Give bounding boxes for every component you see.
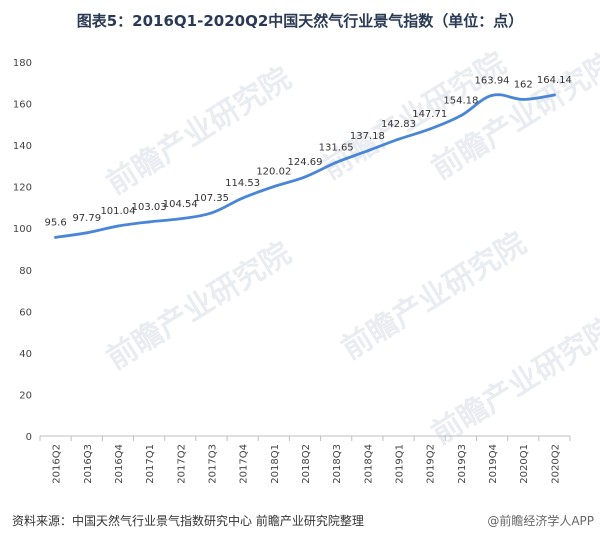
data-label: 104.54 bbox=[163, 199, 198, 210]
brand-watermark: @前瞻经济学人APP bbox=[487, 514, 594, 528]
x-tick-label: 2016Q3 bbox=[83, 444, 94, 484]
chart-title: 图表5：2016Q1-2020Q2中国天然气行业景气指数（单位：点） bbox=[76, 12, 524, 30]
x-tick-label: 2020Q2 bbox=[550, 444, 561, 484]
y-tick-label: 0 bbox=[26, 432, 32, 443]
x-tick-label: 2017Q1 bbox=[145, 444, 156, 484]
x-tick-label: 2019Q1 bbox=[395, 444, 406, 484]
data-point bbox=[490, 93, 494, 97]
data-label: 147.71 bbox=[412, 109, 447, 120]
y-tick-label: 60 bbox=[19, 307, 32, 318]
x-tick-label: 2018Q4 bbox=[363, 444, 374, 484]
data-label: 103.03 bbox=[132, 202, 167, 213]
data-point bbox=[521, 98, 525, 101]
data-point bbox=[365, 149, 369, 153]
watermark-text: 前瞻产业研究院 bbox=[426, 46, 600, 187]
x-tick-label: 2018Q1 bbox=[270, 444, 281, 484]
chart-axes: 0 20 40 60 80 100 120 140 160 180 2016Q2 2016Q3 2016… bbox=[13, 58, 571, 484]
data-point bbox=[178, 217, 182, 221]
data-point bbox=[428, 127, 432, 131]
data-point bbox=[85, 231, 89, 235]
data-label: 137.18 bbox=[350, 131, 385, 142]
y-tick-label: 80 bbox=[19, 266, 32, 277]
y-tick-label: 120 bbox=[13, 183, 32, 194]
x-tick-label: 2017Q3 bbox=[207, 444, 218, 484]
data-label: 101.04 bbox=[100, 206, 135, 217]
x-tick-label: 2019Q2 bbox=[426, 444, 437, 484]
data-label: 142.83 bbox=[381, 119, 416, 130]
x-tick-label: 2020Q1 bbox=[519, 444, 530, 484]
x-tick-label: 2019Q4 bbox=[488, 444, 499, 484]
data-label: 124.69 bbox=[288, 157, 323, 168]
data-label: 162 bbox=[514, 79, 533, 90]
watermark-text: 前瞻产业研究院 bbox=[101, 236, 298, 377]
watermark-text: 前瞻产业研究院 bbox=[101, 61, 298, 202]
data-point bbox=[334, 161, 338, 164]
x-tick-label: 2019Q3 bbox=[457, 444, 468, 484]
data-point bbox=[303, 175, 307, 179]
data-point bbox=[210, 211, 213, 215]
watermark-text: 前瞻产业研究院 bbox=[336, 226, 533, 367]
data-label: 95.6 bbox=[44, 217, 66, 228]
y-tick-label: 20 bbox=[19, 390, 32, 401]
data-labels: 95.6 97.79101.04103.03104.54107.35114.531… bbox=[44, 75, 571, 228]
data-label: 97.79 bbox=[72, 213, 101, 224]
data-point bbox=[459, 114, 463, 118]
data-label: 164.14 bbox=[537, 75, 572, 86]
data-point bbox=[54, 235, 57, 239]
data-point bbox=[241, 196, 245, 200]
y-tick-label: 140 bbox=[13, 141, 32, 152]
data-point bbox=[116, 224, 120, 228]
data-label: 120.02 bbox=[256, 167, 291, 178]
data-label: 154.18 bbox=[443, 96, 478, 107]
x-tick-label: 2016Q2 bbox=[52, 444, 63, 484]
x-tick-label: 2017Q2 bbox=[176, 444, 187, 484]
data-label: 107.35 bbox=[194, 193, 229, 204]
data-point bbox=[272, 185, 276, 189]
y-tick-label: 40 bbox=[19, 349, 32, 360]
data-label: 131.65 bbox=[319, 142, 354, 153]
y-tick-label: 160 bbox=[13, 100, 32, 111]
x-tick-label: 2017Q4 bbox=[239, 444, 250, 484]
data-label: 163.94 bbox=[475, 75, 510, 86]
data-point bbox=[397, 137, 400, 141]
data-label: 114.53 bbox=[225, 178, 260, 189]
y-tick-label: 100 bbox=[13, 224, 32, 235]
series-group bbox=[54, 93, 556, 239]
data-point bbox=[147, 220, 151, 224]
y-tick-label: 180 bbox=[13, 58, 32, 69]
x-tick-label: 2018Q2 bbox=[301, 444, 312, 484]
watermark-text: 前瞻产业研究院 bbox=[426, 311, 600, 452]
x-tick-label: 2018Q3 bbox=[332, 444, 343, 484]
x-tick-label: 2016Q4 bbox=[114, 444, 125, 484]
source-note: 资料来源：中国天然气行业景气指数研究中心 前瞻产业研究院整理 bbox=[12, 514, 364, 528]
data-point bbox=[553, 93, 556, 97]
